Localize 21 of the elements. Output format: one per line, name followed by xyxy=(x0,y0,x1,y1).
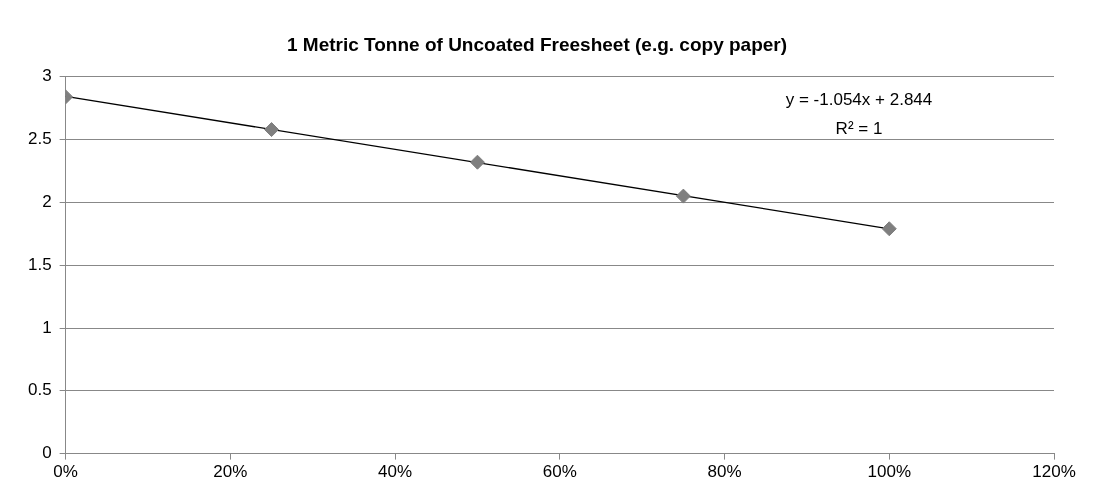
chart-title: 1 Metric Tonne of Uncoated Freesheet (e.g. copy paper) xyxy=(286,33,788,55)
point xyxy=(881,221,897,237)
y-tick-label: 2 xyxy=(42,192,52,212)
x-tick-label: 120% xyxy=(1032,462,1076,482)
y-tick-label: 1 xyxy=(42,317,52,337)
x-tick-label: 40% xyxy=(378,462,413,482)
x-tick-label: 20% xyxy=(213,462,248,482)
annotation: y = -1.054x + 2.844 xyxy=(785,90,933,110)
point xyxy=(264,122,280,138)
x-tick-label: 60% xyxy=(542,462,577,482)
point xyxy=(675,188,691,204)
y-tick-label: 0 xyxy=(42,443,52,463)
x-tick-label: 0% xyxy=(53,462,78,482)
x-tick-label: 80% xyxy=(707,462,742,482)
point xyxy=(469,154,485,170)
y-tick-label: 3 xyxy=(42,66,52,86)
y-tick-label: 1.5 xyxy=(27,254,52,274)
annotation: R² = 1 xyxy=(835,119,883,139)
y-tick-label: 0.5 xyxy=(27,380,52,400)
x-tick-label: 100% xyxy=(867,462,912,482)
y-tick-label: 2.5 xyxy=(27,129,52,149)
